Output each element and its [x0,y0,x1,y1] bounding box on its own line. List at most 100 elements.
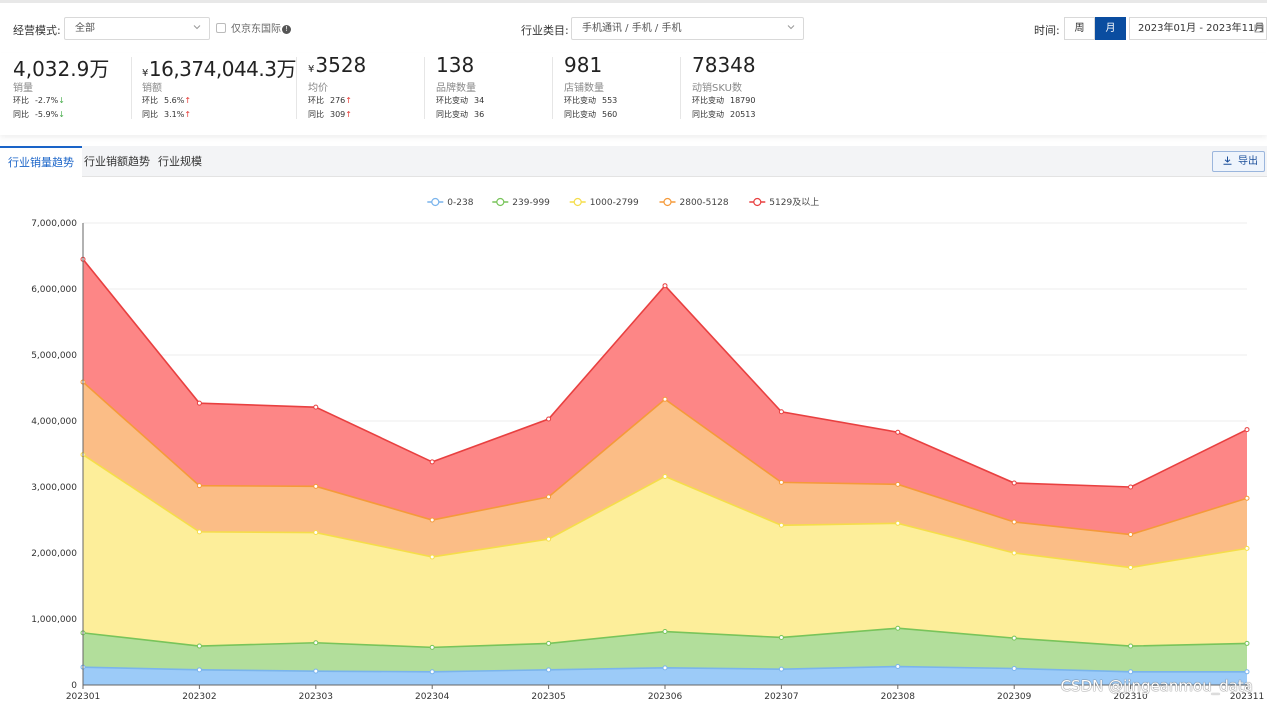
arrow-up-icon: ↑ [184,96,192,105]
point-239-999-202306 [662,629,668,635]
metric-sales-amount: ¥16,374,044.3万 销额 环比 5.6%↑ 同比 3.1%↑ [142,53,296,123]
metric-avg-price: ¥3528 均价 环比 276↑ 同比 309↑ [308,53,418,123]
point-0-238-202304 [429,669,435,675]
metric-name: 均价 [308,83,328,94]
legend-item-2800-5128: 2800-5128 [659,197,729,208]
point-0-238-202309 [1011,666,1017,671]
arrow-up-icon: ↑ [345,96,352,105]
point-2800-5128-202304 [429,517,435,523]
point-0-238-202311 [1244,669,1250,675]
point-239-999-202307 [778,634,784,640]
jd-intl-checkbox[interactable] [216,23,226,33]
point-5129及以上-202306 [662,283,668,289]
point-5129及以上-202305 [546,416,552,422]
industry-select[interactable]: 手机通讯 / 手机 / 手机 [571,17,804,40]
point-1000-2799-202311 [1244,545,1250,551]
chart-tabs: 行业销量趋势 行业销额趋势 行业规模 导出 [0,146,1267,177]
y-axis: 0 1,000,000 2,000,000 3,000,000 4,000,000 5,0… [31,219,84,691]
x-tick-label: 202306 [648,692,683,702]
point-5129及以上-202311 [1244,427,1250,433]
point-2800-5128-202310 [1128,532,1134,538]
stacked-area-chart: 0-238 239-999 1000-2799 2800-5128 5129及以上 0 1… [31,197,1264,702]
x-tick-label: 202309 [997,692,1032,702]
top-border [0,0,1267,3]
legend-marker [663,197,672,207]
tab-industry-scale[interactable]: 行业规模 [158,155,202,168]
metric-yoy: 同比 309↑ [308,110,352,119]
y-tick-label: 3,000,000 [31,483,77,493]
x-tick-label: 202305 [531,692,565,702]
y-tick-label: 0 [71,681,77,691]
point-5129及以上-202309 [1011,480,1017,486]
metric-yoy: 同比变动 560 [564,110,618,119]
point-0-238-202305 [546,667,552,673]
tab-sales-volume-trend[interactable]: 行业销量趋势 [0,146,82,177]
point-5129及以上-202308 [895,429,901,435]
jd-intl-label: 仅京东国际 [231,24,281,35]
tab-sales-amount-trend[interactable]: 行业销额趋势 [84,155,150,168]
metric-name: 动销SKU数 [692,83,742,94]
point-239-999-202302 [196,643,202,649]
arrow-up-icon: ↑ [184,110,192,119]
legend-item-0-238: 0-238 [427,197,474,208]
metric-yoy: 同比变动 36 [436,110,485,119]
point-5129及以上-202310 [1128,484,1134,490]
date-range-value: 2023年01月 - 2023年11月 [1138,23,1265,34]
time-label: 时间: [1034,24,1060,37]
metric-yoy: 同比 -5.9%↓ [13,110,65,119]
export-label: 导出 [1238,156,1258,167]
industry-select-value: 手机通讯 / 手机 / 手机 [582,23,682,34]
metric-sales-volume: 4,032.9万 销量 环比 -2.7%↓ 同比 -5.9%↓ [13,53,128,123]
point-5129及以上-202303 [313,404,319,410]
mode-select[interactable]: 全部 [64,17,210,40]
legend-label: 5129及以上 [769,197,819,208]
industry-label: 行业类目: [521,24,569,37]
point-2800-5128-202303 [313,483,319,489]
month-toggle[interactable]: 月 [1095,17,1126,40]
point-1000-2799-202308 [895,520,901,526]
point-1000-2799-202304 [429,554,435,560]
legend-marker [496,197,505,207]
arrow-up-icon: ↑ [345,110,352,119]
date-range-picker[interactable]: 2023年01月 - 2023年11月 [1129,17,1267,40]
legend-label: 1000-2799 [590,198,639,208]
point-2800-5128-202302 [196,483,202,489]
point-2800-5128-202305 [546,494,552,500]
legend-marker [573,197,582,207]
metric-mom: 环比 5.6%↑ [142,96,192,105]
filter-bar: 经营模式: 全部 仅京东国际! 行业类目: 手机通讯 / 手机 / 手机 时间:… [0,3,1267,53]
calendar-icon [1254,24,1264,33]
divider [680,57,681,119]
point-239-999-202311 [1244,640,1250,646]
download-icon [1223,156,1232,165]
point-2800-5128-202306 [662,396,668,402]
mode-select-value: 全部 [75,23,95,34]
metric-value: 4,032.9万 [13,57,110,81]
point-1000-2799-202303 [313,530,319,536]
point-5129及以上-202302 [196,400,202,406]
chart-legend: 0-238 239-999 1000-2799 2800-5128 5129及以上 [427,197,819,208]
legend-label: 239-999 [512,198,550,208]
point-1000-2799-202309 [1011,550,1017,556]
x-tick-label: 202307 [764,692,798,702]
info-icon[interactable]: ! [282,25,291,34]
legend-item-239-999: 239-999 [492,197,550,208]
x-tick-label: 202304 [415,692,450,702]
point-5129及以上-202307 [778,409,784,415]
export-button[interactable]: 导出 [1212,151,1265,172]
point-239-999-202304 [429,644,435,650]
point-0-238-202307 [778,666,784,672]
metric-sku-count: 78348 动销SKU数 环比变动 18790 同比变动 20513 [692,53,812,123]
mode-label: 经营模式: [13,24,61,37]
week-toggle[interactable]: 周 [1064,17,1095,40]
metric-value: 138 [436,53,475,77]
metric-name: 销额 [142,83,162,94]
jd-intl-option[interactable]: 仅京东国际! [231,20,291,35]
x-tick-label: 202308 [881,692,916,702]
point-1000-2799-202305 [546,536,552,542]
point-239-999-202303 [313,640,319,646]
legend-item-1000-2799: 1000-2799 [569,197,639,208]
metric-mom: 环比变动 34 [436,96,485,105]
point-0-238-202302 [196,667,202,673]
metric-mom: 环比 -2.7%↓ [13,96,65,105]
